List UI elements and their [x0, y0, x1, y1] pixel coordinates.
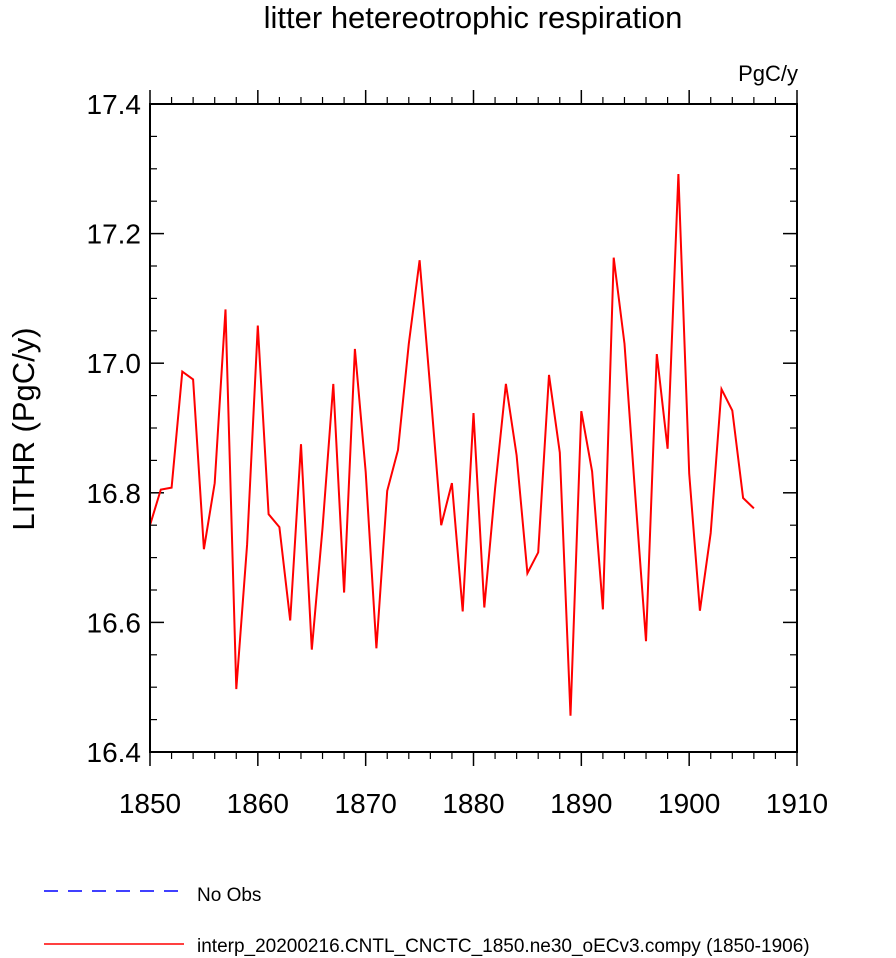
- x-tick-label: 1870: [335, 788, 397, 819]
- y-tick-label: 16.4: [87, 737, 142, 768]
- units-label: PgC/y: [738, 61, 798, 86]
- legend-label-no-obs: No Obs: [197, 885, 261, 906]
- y-tick-labels: 16.4 16.6 16.8 17.0 17.2 17.4: [87, 89, 142, 768]
- x-tick-label: 1880: [442, 788, 504, 819]
- y-tick-label: 16.6: [87, 607, 142, 638]
- minor-ticks: [150, 97, 797, 759]
- y-axis-label: LITHR (PgC/y): [6, 327, 41, 530]
- x-tick-label: 1860: [227, 788, 289, 819]
- legend-label-model: interp_20200216.CNTL_CNCTC_1850.ne30_oEC…: [197, 936, 810, 957]
- series-line-model: [149, 173, 755, 716]
- x-tick-label: 1850: [119, 788, 181, 819]
- major-ticks: [149, 90, 798, 766]
- legend: No Obs interp_20200216.CNTL_CNCTC_1850.n…: [44, 885, 810, 957]
- y-tick-label: 16.8: [87, 478, 142, 509]
- y-tick-label: 17.4: [87, 89, 142, 120]
- y-tick-label: 17.0: [87, 348, 142, 379]
- chart-title: litter hetereotrophic respiration: [264, 0, 683, 35]
- x-tick-label: 1900: [658, 788, 720, 819]
- plot-frame: [149, 103, 798, 753]
- y-tick-label: 17.2: [87, 219, 142, 250]
- x-tick-labels: 1850 1860 1870 1880 1890 1900 1910: [119, 788, 828, 819]
- x-tick-label: 1910: [766, 788, 828, 819]
- x-tick-label: 1890: [550, 788, 612, 819]
